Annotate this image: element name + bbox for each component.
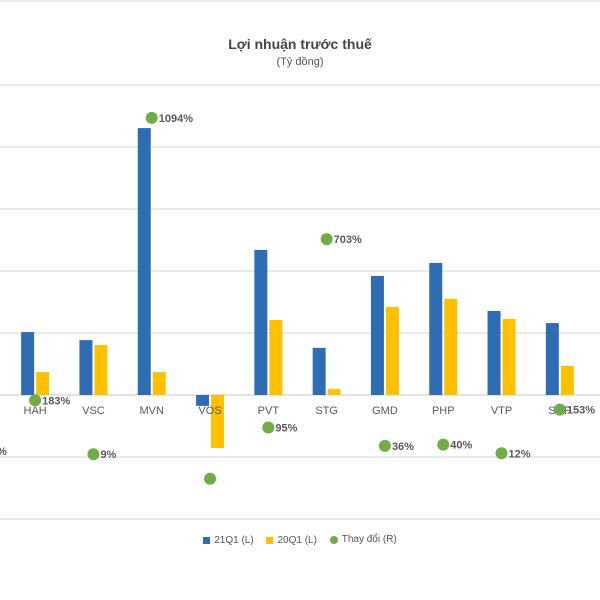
change-point-vsc	[87, 448, 100, 461]
change-data-label: 95%	[275, 423, 297, 435]
x-tick-label: PHP	[432, 405, 455, 417]
change-point-hah	[29, 394, 42, 407]
change-point-pvt	[262, 421, 275, 434]
change-point-php	[437, 438, 450, 451]
legend-label-change: Thay đổi (R)	[341, 534, 397, 545]
bar-21q1-vos	[196, 395, 210, 406]
x-tick-label: STG	[315, 405, 338, 417]
bar-20q1-hah	[36, 372, 50, 395]
bar-20q1-sgp	[560, 365, 574, 395]
bar-21q1-mvn	[137, 128, 151, 395]
bar-20q1-vsc	[94, 345, 108, 395]
legend-swatch-20q1	[266, 536, 274, 544]
x-tick-label: HAH	[24, 405, 47, 417]
legend-item-20q1: 20Q1 (L)	[266, 534, 317, 546]
change-data-label: 183%	[42, 395, 70, 407]
bar-21q1-gmd	[370, 275, 384, 395]
legend-label-21q1: 21Q1 (L)	[214, 534, 254, 546]
legend: 21Q1 (L) 20Q1 (L) Thay đổi (R)	[0, 534, 600, 547]
bar-20q1-gmd	[385, 306, 399, 395]
change-point-mvn	[145, 111, 158, 124]
change-data-label: 12%	[509, 448, 531, 460]
change-data-label: 9%	[100, 449, 116, 461]
bar-21q1-sgp	[545, 323, 559, 395]
bar-20q1-mvn	[152, 372, 166, 395]
bar-21q1-vtp	[487, 310, 501, 395]
bar-21q1-vsc	[79, 340, 93, 395]
x-tick-label: VTP	[491, 405, 512, 417]
change-point-sgp	[553, 403, 566, 416]
bar-20q1-pvt	[269, 319, 283, 395]
chart-title: Lợi nhuận trước thuế	[228, 36, 372, 52]
bar-21q1-pvt	[254, 249, 268, 395]
x-tick-label: VOS	[198, 405, 221, 417]
legend-label-20q1: 20Q1 (L)	[277, 534, 317, 546]
change-point-stg	[320, 233, 333, 246]
change-point-gmd	[378, 439, 391, 452]
bar-20q1-vos	[211, 395, 225, 449]
bar-20q1-php	[444, 298, 458, 395]
change-point-vtp	[495, 447, 508, 460]
legend-item-change: Thay đổi (R)	[329, 534, 397, 545]
change-data-label: 703%	[334, 234, 362, 246]
bar-20q1-vtp	[502, 319, 516, 395]
x-tick-label: PVT	[258, 405, 280, 417]
change-data-label: 36%	[392, 441, 414, 453]
bar-21q1-stg	[312, 347, 326, 395]
change-point-vos	[204, 472, 217, 485]
legend-swatch-change	[329, 535, 338, 544]
change-data-label: 40%	[450, 440, 472, 452]
x-tick-label: VSC	[82, 405, 105, 417]
legend-item-21q1: 21Q1 (L)	[203, 534, 254, 546]
change-data-label: 1094%	[159, 113, 193, 125]
bar-20q1-stg	[327, 389, 341, 395]
change-data-label: 153%	[567, 405, 595, 417]
x-tick-label: GMD	[372, 405, 398, 417]
legend-swatch-21q1	[203, 536, 211, 544]
chart-subtitle: (Tỷ đồng)	[276, 56, 324, 68]
bar-21q1-hah	[21, 332, 35, 395]
bar-21q1-php	[429, 262, 443, 395]
x-tick-label: MVN	[140, 405, 165, 417]
partial-data-label: %	[0, 446, 7, 458]
